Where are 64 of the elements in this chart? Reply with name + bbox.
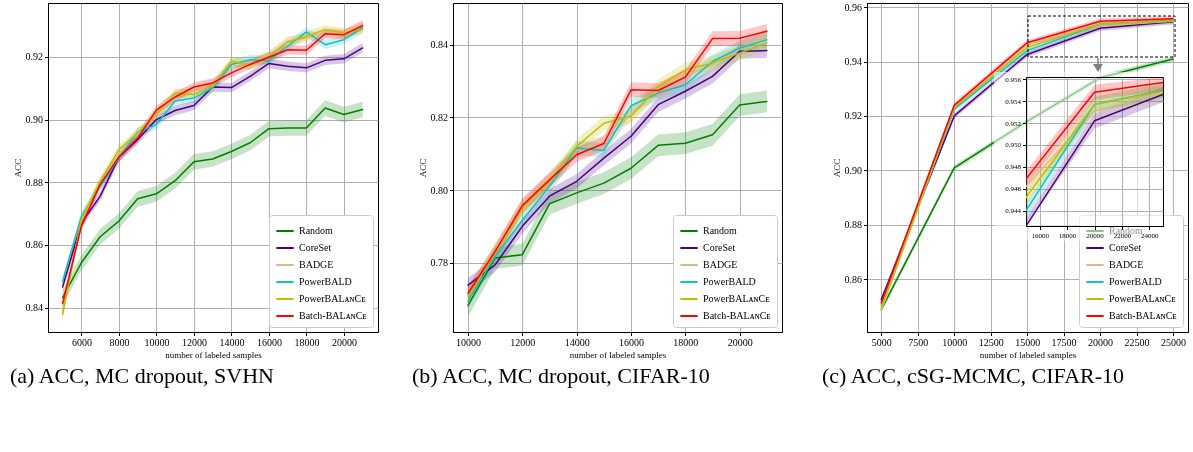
x-tick-label: 12000 — [181, 337, 207, 348]
x-axis-title: number of labeled samples — [165, 350, 263, 360]
x-tick-label: 7500 — [908, 337, 929, 348]
text: (c) ACC, cSG-MCMC, CIFAR-10 — [822, 362, 1126, 390]
x-axis-title: number of labeled samples — [979, 350, 1077, 360]
text: (a) ACC, MC dropout, SVHN — [10, 362, 275, 390]
x-tick-label: 22500 — [1124, 337, 1150, 348]
y-tick-label: 0.84 — [430, 39, 448, 51]
x-axis-title: number of labeled samples — [569, 350, 667, 360]
y-axis-title: ACC — [417, 158, 428, 178]
y-tick-label: 0.94 — [844, 56, 862, 68]
x-tick-label: 12000 — [510, 337, 536, 348]
legend-label: Batch-BALᴀɴCᴇ — [1109, 310, 1177, 321]
x-tick-label: 17500 — [1051, 337, 1077, 348]
legend-label: CoreSet — [1109, 242, 1142, 253]
y-axis-title: ACC — [12, 158, 23, 178]
y-tick-label: 0.88 — [844, 219, 862, 231]
x-tick-label: 5000 — [871, 337, 892, 348]
y-tick-label: 0.90 — [25, 114, 43, 126]
x-tick-label: 20000 — [1088, 337, 1114, 348]
y-tick-label: 0.86 — [25, 239, 43, 251]
x-tick-label: 6000 — [71, 337, 92, 348]
y-tick-label: 0.92 — [844, 110, 862, 122]
legend-label: PowerBALᴀɴCᴇ — [1109, 293, 1176, 304]
x-tick-label: 10000 — [456, 337, 481, 348]
legend-label: Batch-BALᴀɴCᴇ — [299, 310, 367, 321]
y-tick-label: 0.84 — [25, 302, 43, 314]
y-tick-label: 0.86 — [844, 273, 862, 285]
legend-label: PowerBALD — [703, 276, 756, 287]
x-tick-label: 18000 — [294, 337, 320, 348]
text: (b) ACC, MC dropout, CIFAR-10 — [412, 362, 711, 390]
legend-label: Random — [299, 225, 334, 236]
x-tick-label: 14000 — [219, 337, 245, 348]
y-tick-label: 0.92 — [25, 51, 43, 63]
x-tick-label: 15000 — [1015, 337, 1041, 348]
x-tick-label: 14000 — [564, 337, 590, 348]
x-tick-label: 16000 — [256, 337, 282, 348]
y-tick-label: 0.80 — [430, 184, 448, 196]
x-tick-label: 18000 — [673, 337, 699, 348]
legend-label: Random — [703, 225, 738, 236]
x-tick-label: 10000 — [942, 337, 968, 348]
legend-label: PowerBALᴀɴCᴇ — [703, 293, 770, 304]
y-tick-label: 0.82 — [430, 111, 448, 123]
legend-label: CoreSet — [703, 242, 736, 253]
legend-label: BADGE — [703, 259, 738, 270]
legend-label: PowerBALᴀɴCᴇ — [299, 293, 366, 304]
x-tick-label: 10000 — [144, 337, 170, 348]
legend-label: PowerBALD — [299, 276, 352, 287]
x-tick-label: 8000 — [109, 337, 130, 348]
y-tick-label: 0.78 — [430, 257, 448, 269]
legend-label: PowerBALD — [1109, 276, 1162, 287]
legend-label: Batch-BALᴀɴCᴇ — [703, 310, 771, 321]
y-tick-label: 0.88 — [25, 176, 43, 188]
x-tick-label: 12500 — [978, 337, 1004, 348]
x-tick-label: 20000 — [331, 337, 357, 348]
x-tick-label: 25000 — [1160, 337, 1186, 348]
y-axis-title: ACC — [831, 158, 842, 178]
legend-label: CoreSet — [299, 242, 332, 253]
x-tick-label: 16000 — [619, 337, 644, 348]
legend-label: BADGE — [1109, 259, 1144, 270]
y-tick-label: 0.96 — [844, 1, 862, 13]
x-tick-label: 20000 — [727, 337, 753, 348]
y-tick-label: 0.90 — [844, 164, 862, 176]
legend-label: BADGE — [299, 259, 334, 270]
